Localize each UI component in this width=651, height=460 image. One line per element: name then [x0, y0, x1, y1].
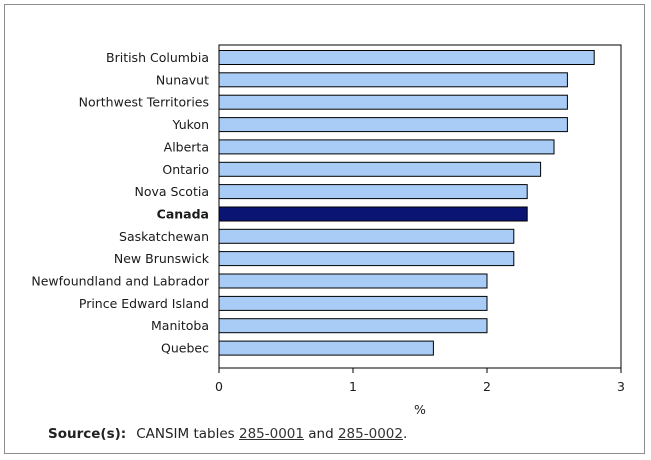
bar-yukon	[218, 117, 568, 133]
category-label-manitoba: Manitoba	[151, 318, 209, 333]
category-label-newfoundland-and-labrador: Newfoundland and Labrador	[31, 274, 209, 289]
x-axis-label: %	[414, 402, 426, 417]
source-prefix: CANSIM tables	[136, 426, 239, 442]
bar-nova-scotia	[218, 184, 528, 200]
bar-chart: British Columbia Nunavut Northwest Territo…	[31, 44, 625, 417]
bar-northwest-territories	[218, 94, 568, 110]
bar-british-columbia	[218, 50, 595, 65]
category-label-prince-edward-island: Prince Edward Island	[79, 296, 209, 311]
bar-saskatchewan	[218, 228, 515, 244]
category-label-new-brunswick: New Brunswick	[114, 251, 210, 266]
bar-prince-edward-island	[218, 295, 488, 311]
bar-canada	[218, 206, 528, 222]
bar-ontario	[218, 161, 542, 177]
category-label-british-columbia: British Columbia	[106, 50, 209, 65]
source-conjunction: and	[303, 426, 338, 442]
category-label-canada: Canada	[157, 207, 209, 222]
category-label-nova-scotia: Nova Scotia	[134, 184, 209, 199]
x-tick-label-3: 3	[617, 379, 625, 394]
bar-alberta	[218, 139, 555, 155]
category-label-ontario: Ontario	[162, 162, 209, 177]
source-label: Source(s):	[48, 426, 127, 442]
source-note: Source(s): CANSIM tables 285-0001 and 285…	[48, 426, 407, 442]
bar-nunavut	[218, 72, 568, 88]
category-label-quebec: Quebec	[161, 341, 209, 356]
table-link-285-0002[interactable]: 285-0002	[337, 426, 403, 442]
category-label-northwest-territories: Northwest Territories	[79, 95, 209, 110]
category-label-saskatchewan: Saskatchewan	[119, 229, 209, 244]
bar-quebec	[218, 340, 434, 356]
category-label-alberta: Alberta	[164, 139, 209, 154]
category-label-yukon: Yukon	[172, 117, 210, 132]
table-link-285-0001[interactable]: 285-0001	[238, 426, 304, 442]
bar-new-brunswick	[218, 251, 515, 267]
x-tick-label-0: 0	[215, 379, 223, 394]
x-tick-label-1: 1	[349, 379, 357, 394]
x-tick-label-2: 2	[483, 379, 491, 394]
category-label-nunavut: Nunavut	[156, 72, 209, 87]
source-suffix: .	[402, 426, 408, 442]
bar-newfoundland-and-labrador	[218, 273, 488, 289]
bar-manitoba	[218, 318, 488, 334]
